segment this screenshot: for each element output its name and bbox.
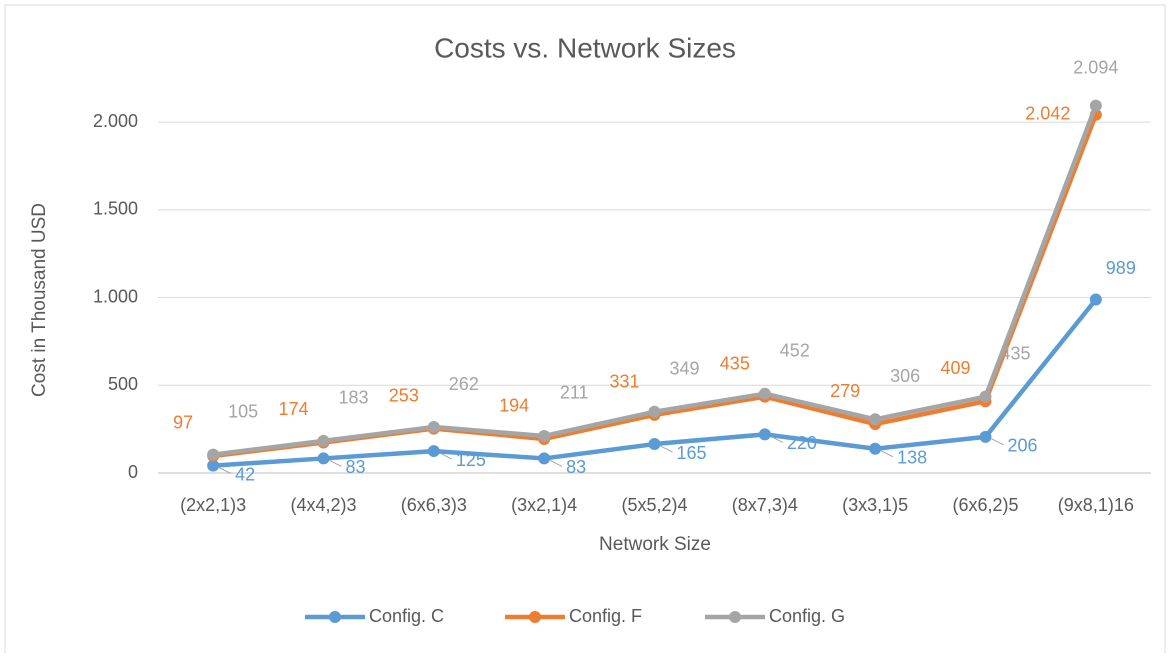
leader-line xyxy=(439,452,453,460)
data-label: 2.042 xyxy=(1025,103,1070,123)
point xyxy=(538,429,551,442)
data-label: 253 xyxy=(389,385,419,405)
point xyxy=(317,452,330,465)
x-tick-label: (2x2,1)3 xyxy=(180,495,246,515)
data-label: 435 xyxy=(1000,343,1030,363)
y-tick-label: 1.000 xyxy=(93,286,138,306)
data-label: 306 xyxy=(890,366,920,386)
legend-label: Config. F xyxy=(569,606,642,626)
legend-marker xyxy=(729,611,741,623)
y-tick-label: 2.000 xyxy=(93,111,138,131)
legend-marker xyxy=(529,611,541,623)
chart-border xyxy=(4,4,1166,658)
x-tick-label: (5x5,2)4 xyxy=(621,495,687,515)
x-axis-title: Network Size xyxy=(599,534,711,555)
data-label: 42 xyxy=(235,464,255,484)
leader-line xyxy=(660,445,673,453)
data-label: 409 xyxy=(940,358,970,378)
point xyxy=(207,459,220,472)
leader-line xyxy=(880,450,894,458)
legend-label: Config. G xyxy=(769,606,845,626)
leader-line xyxy=(329,459,342,467)
data-label: 349 xyxy=(669,359,699,379)
data-label: 262 xyxy=(449,374,479,394)
point xyxy=(648,438,661,451)
data-label: 989 xyxy=(1106,258,1136,278)
data-label: 2.094 xyxy=(1073,57,1118,77)
point xyxy=(427,421,440,434)
point xyxy=(538,452,551,465)
point xyxy=(1089,99,1102,112)
data-label: 97 xyxy=(173,413,193,433)
data-label: 452 xyxy=(780,340,810,360)
data-label: 125 xyxy=(456,450,486,470)
data-label: 183 xyxy=(338,388,368,408)
data-label: 83 xyxy=(566,457,586,477)
legend-label: Config. C xyxy=(369,606,444,626)
data-label: 194 xyxy=(499,396,529,416)
y-tick-label: 0 xyxy=(128,462,138,482)
legend-marker xyxy=(329,611,341,623)
data-label: 435 xyxy=(720,353,750,373)
leader-line xyxy=(770,435,784,443)
data-label: 279 xyxy=(830,381,860,401)
point xyxy=(648,405,661,418)
point xyxy=(1089,293,1102,306)
data-label: 211 xyxy=(560,383,589,403)
point xyxy=(207,448,220,461)
point xyxy=(427,445,440,458)
leader-line xyxy=(991,438,1004,446)
x-tick-label: (6x6,2)5 xyxy=(952,495,1018,515)
data-label: 165 xyxy=(677,443,707,463)
leader-line xyxy=(549,459,563,467)
chart-title: Costs vs. Network Sizes xyxy=(434,32,736,63)
y-tick-label: 1.500 xyxy=(93,199,138,219)
data-label: 206 xyxy=(1008,436,1038,456)
leader-line xyxy=(218,467,232,475)
point xyxy=(979,390,992,403)
data-label: 220 xyxy=(787,433,817,453)
data-label: 105 xyxy=(228,401,258,421)
data-label: 174 xyxy=(278,399,308,419)
y-tick-label: 500 xyxy=(108,374,138,394)
y-axis-title: Cost in Thousand USD xyxy=(29,203,50,397)
x-tick-label: (8x7,3)4 xyxy=(732,495,798,515)
point xyxy=(317,434,330,447)
x-tick-label: (9x8,1)16 xyxy=(1058,495,1134,515)
point xyxy=(979,430,992,443)
x-tick-label: (3x3,1)5 xyxy=(842,495,908,515)
point xyxy=(869,442,882,455)
data-label: 331 xyxy=(609,372,639,392)
x-tick-label: (6x6,3)3 xyxy=(401,495,467,515)
data-label: 83 xyxy=(346,457,366,477)
point xyxy=(869,413,882,426)
data-label: 138 xyxy=(897,448,927,468)
point xyxy=(758,387,771,400)
x-tick-label: (4x4,2)3 xyxy=(290,495,356,515)
point xyxy=(758,428,771,441)
x-tick-label: (3x2,1)4 xyxy=(511,495,577,515)
